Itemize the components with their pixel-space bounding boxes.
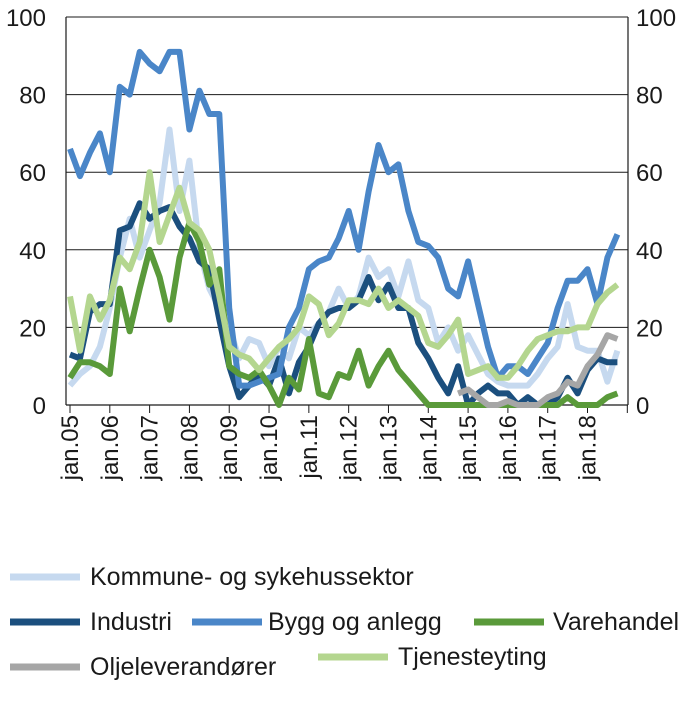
y-tick-label-left: 0: [33, 393, 46, 420]
x-tick-label: jan.10: [256, 415, 283, 481]
y-tick-label-right: 0: [636, 393, 649, 420]
y-tick-label-left: 100: [6, 5, 46, 32]
legend-label: Tjenesteyting: [398, 643, 547, 671]
series-line-oljeleverand-rer: [457, 332, 619, 408]
series-line-kommune-og-sykehussektor: [67, 126, 621, 389]
x-tick-label: jan.13: [375, 415, 402, 481]
gridlines: [66, 16, 628, 328]
x-tick-label: jan.14: [415, 415, 442, 481]
y-tick-label-right: 40: [636, 238, 663, 265]
y-tick-label-right: 100: [636, 5, 676, 32]
x-tick-label: jan.09: [216, 415, 243, 481]
x-tick-label: jan.18: [575, 415, 602, 481]
x-tick-label: jan.15: [455, 415, 482, 481]
series-line-tjenesteyting: [67, 169, 620, 381]
legend-label: Industri: [90, 608, 172, 636]
series-lines: [67, 48, 621, 408]
x-tick-label: jan.07: [137, 415, 164, 481]
y-tick-label-left: 20: [19, 315, 46, 342]
x-tick-label: jan.11: [296, 415, 323, 480]
legend-label: Varehandel: [553, 608, 679, 636]
y-tick-label-right: 60: [636, 160, 663, 187]
axes: 0 20 40 60 80 100 0 20 40 60 80 100 jan.05 jan.06 jan.…: [6, 5, 676, 481]
series-line-bygg-og-anlegg: [67, 48, 621, 389]
legend-label: Kommune- og sykehussektor: [90, 563, 414, 591]
x-tick-label: jan.06: [97, 415, 124, 481]
y-tick-label-right: 80: [636, 83, 663, 110]
x-tick-label: jan.12: [336, 415, 363, 481]
x-tick-label: jan.08: [176, 415, 203, 481]
y-tick-label-left: 80: [19, 83, 46, 110]
x-tick-label: jan.05: [57, 415, 84, 481]
y-tick-label-left: 60: [19, 160, 46, 187]
legend-label: Oljeleverandører: [90, 653, 276, 681]
legend-label: Bygg og anlegg: [268, 608, 442, 636]
x-tick-label: jan.17: [535, 415, 562, 481]
x-tick-label: jan.16: [495, 415, 522, 481]
y-tick-label-left: 40: [19, 238, 46, 265]
y-tick-label-right: 20: [636, 315, 663, 342]
legend: Kommune- og sykehussektor Industri Bygg og…: [10, 563, 679, 681]
